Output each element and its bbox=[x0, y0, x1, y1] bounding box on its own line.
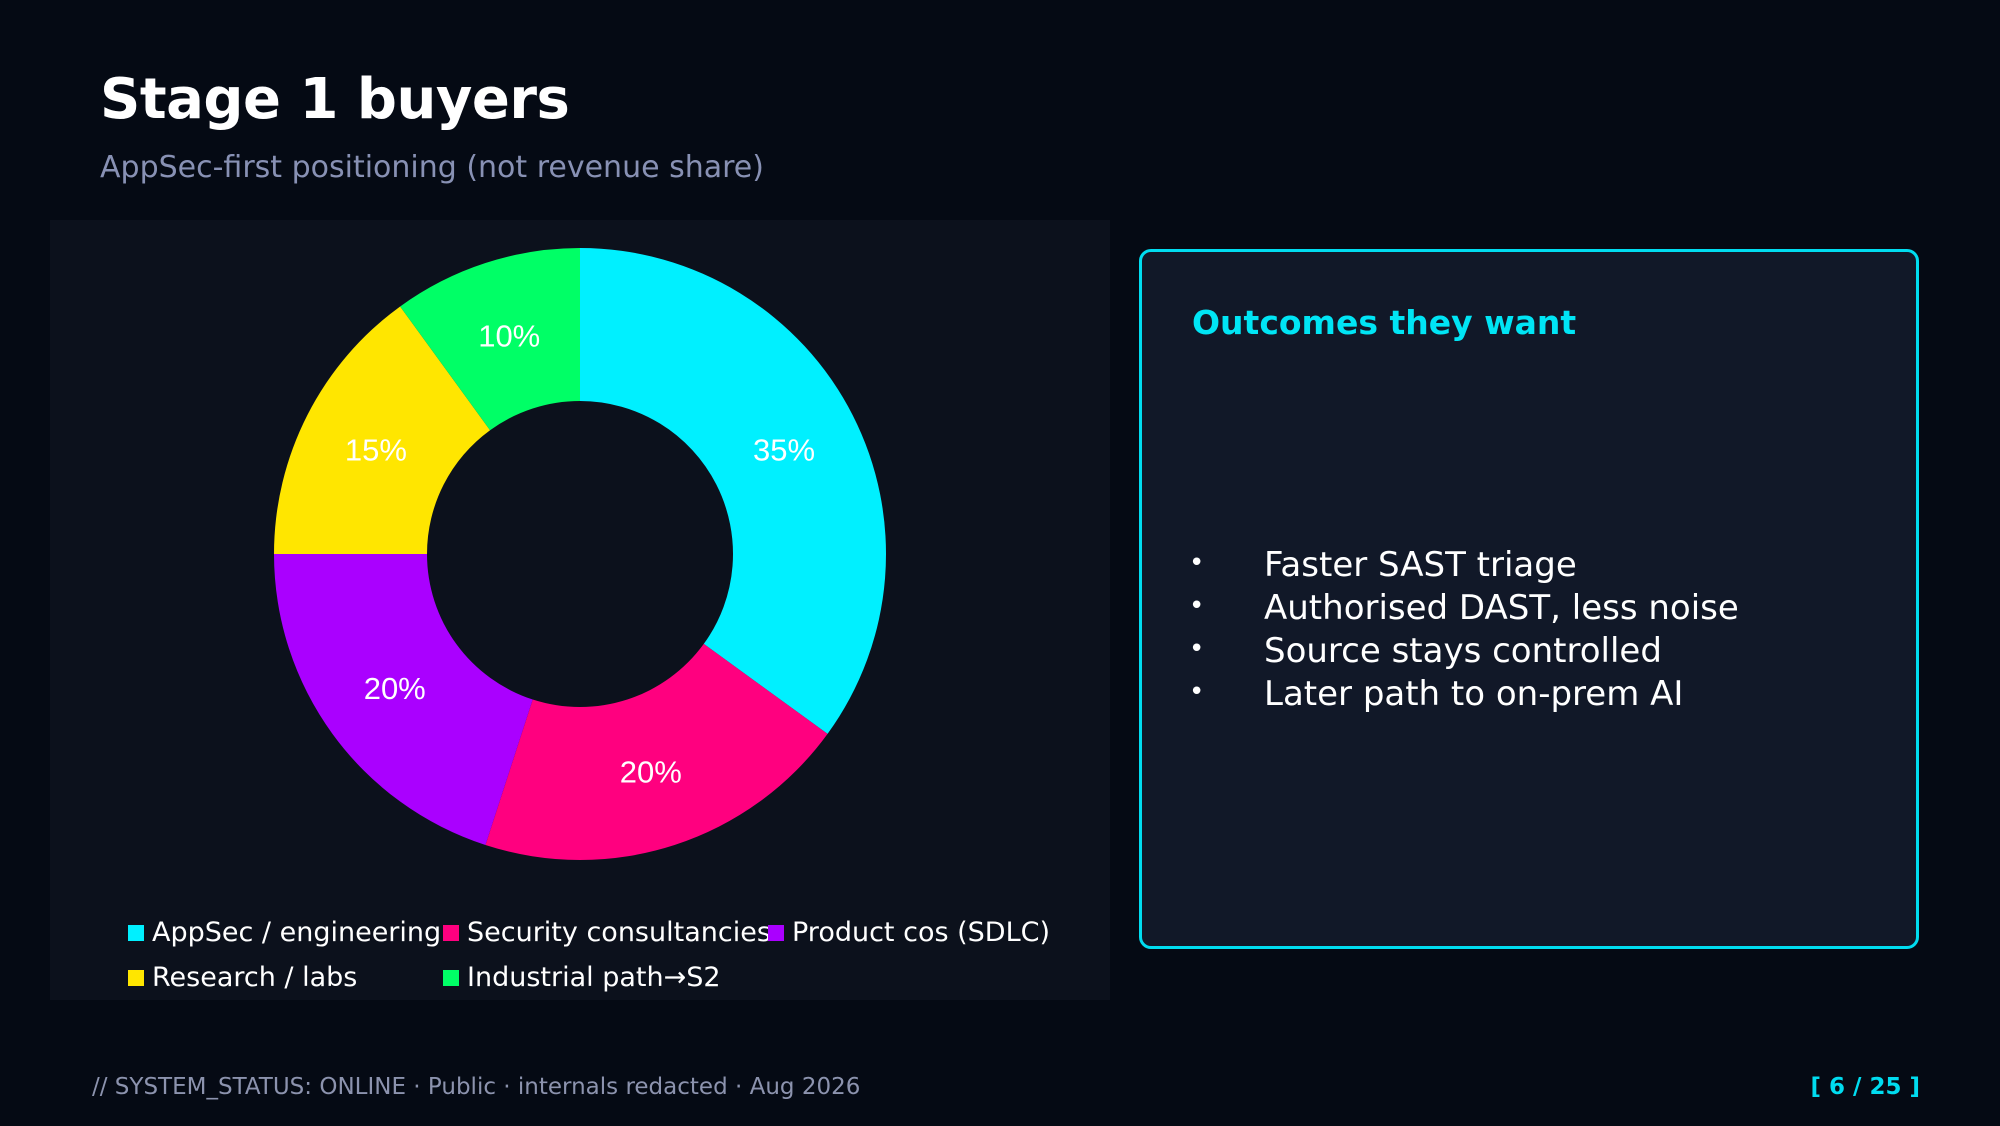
bullet-icon: • bbox=[1189, 634, 1205, 664]
outcome-item: • Authorised DAST, less noise bbox=[1189, 587, 1739, 630]
slice-label-1: 35% bbox=[753, 433, 815, 468]
legend-swatch bbox=[443, 924, 459, 941]
slice-label-5: 10% bbox=[478, 319, 540, 354]
chart-legend: AppSec / engineering Security consultanci… bbox=[128, 910, 1108, 1000]
slice-label-4: 15% bbox=[345, 433, 407, 468]
donut-chart: 35% 20% 20% 15% 10% bbox=[274, 248, 886, 861]
bullet-icon: • bbox=[1189, 591, 1205, 621]
legend-label: Product cos (SDLC) bbox=[792, 917, 1051, 948]
outcome-text: Later path to on-prem AI bbox=[1264, 674, 1684, 714]
outcome-text: Source stays controlled bbox=[1264, 631, 1662, 671]
legend-item-3: Product cos (SDLC) bbox=[768, 910, 1050, 955]
legend-item-5: Industrial path→S2 bbox=[443, 955, 721, 1000]
chart-panel: 35% 20% 20% 15% 10% AppSec / engineering Secu… bbox=[50, 220, 1110, 1000]
legend-item-1: AppSec / engineering bbox=[128, 910, 441, 955]
bullet-icon: • bbox=[1189, 548, 1205, 578]
outcome-item: • Faster SAST triage bbox=[1189, 544, 1739, 587]
legend-row-2: Research / labs Industrial path→S2 bbox=[128, 955, 1108, 1000]
page-indicator: [ 6 / 25 ] bbox=[1810, 1074, 1920, 1100]
outcomes-panel: Outcomes they want • Faster SAST triage •… bbox=[1139, 249, 1919, 949]
legend-swatch bbox=[128, 924, 144, 941]
legend-swatch bbox=[128, 969, 144, 986]
legend-swatch bbox=[443, 969, 459, 986]
outcome-text: Authorised DAST, less noise bbox=[1264, 588, 1739, 628]
donut-slice-5 bbox=[400, 248, 580, 431]
outcome-text: Faster SAST triage bbox=[1264, 545, 1577, 585]
outcomes-list: • Faster SAST triage • Authorised DAST, le… bbox=[1189, 544, 1739, 716]
slice-label-3: 20% bbox=[364, 671, 426, 706]
legend-swatch bbox=[768, 924, 784, 941]
donut-slice-4 bbox=[274, 306, 491, 554]
legend-row-1: AppSec / engineering Security consultanci… bbox=[128, 910, 1108, 955]
legend-label: Research / labs bbox=[152, 962, 358, 993]
bullet-icon: • bbox=[1189, 677, 1205, 707]
legend-item-2: Security consultancies bbox=[443, 910, 771, 955]
outcome-item: • Later path to on-prem AI bbox=[1189, 673, 1739, 716]
donut-slice-1 bbox=[580, 248, 886, 734]
slide-subtitle: AppSec-first positioning (not revenue sh… bbox=[100, 150, 764, 185]
donut-slice-3 bbox=[274, 554, 533, 846]
legend-label: Industrial path→S2 bbox=[467, 962, 721, 993]
slice-label-2: 20% bbox=[620, 754, 682, 789]
footer-status: // SYSTEM_STATUS: ONLINE · Public · inte… bbox=[92, 1074, 861, 1100]
legend-item-4: Research / labs bbox=[128, 955, 357, 1000]
legend-label: Security consultancies bbox=[467, 917, 771, 948]
legend-label: AppSec / engineering bbox=[152, 917, 442, 948]
outcomes-title: Outcomes they want bbox=[1192, 303, 1577, 342]
donut-slice-2 bbox=[485, 643, 828, 861]
slide-title: Stage 1 buyers bbox=[100, 67, 570, 132]
outcome-item: • Source stays controlled bbox=[1189, 630, 1739, 673]
